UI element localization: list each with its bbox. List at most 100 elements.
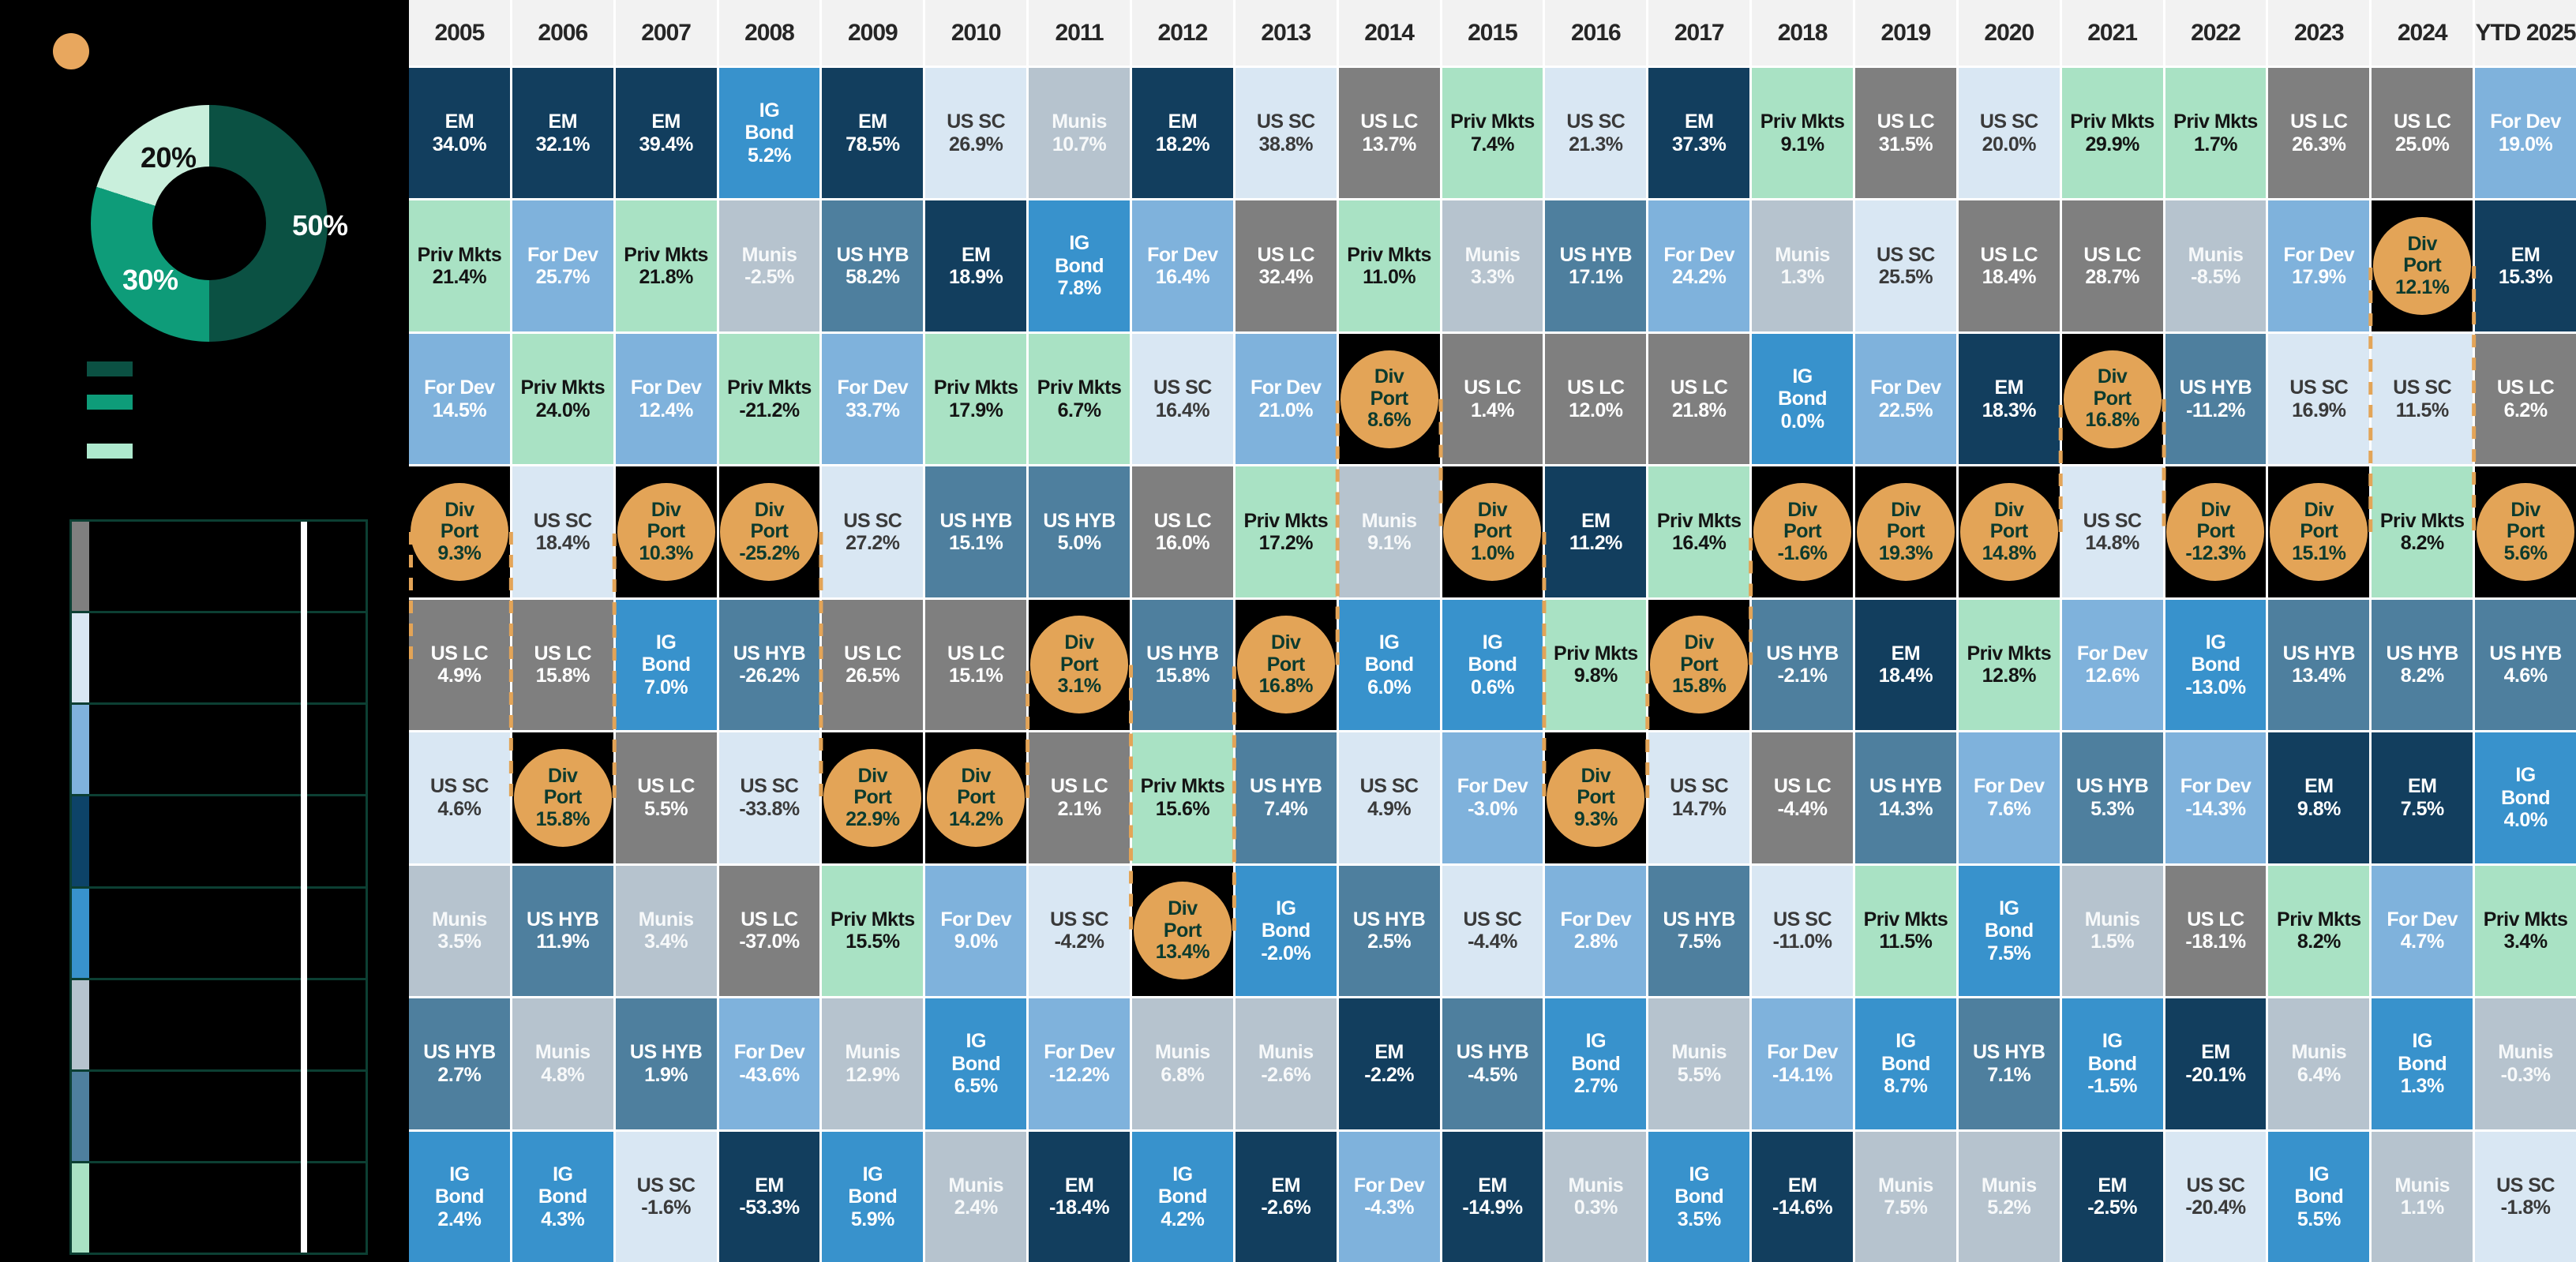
quilt-cell: US HYB 7.4% [1235,732,1337,863]
div-port-circle: Div Port 12.1% [2373,217,2472,316]
quilt-cell: Priv Mkts 21.8% [615,200,717,331]
quilt-cell: US HYB 8.2% [2372,599,2473,731]
quilt-cell: US HYB 5.3% [2061,732,2163,863]
year-header: YTD 2025 [2475,0,2576,66]
div-port-circle: Div Port -1.6% [1753,483,1852,582]
quilt-cell: US LC 15.8% [512,599,613,731]
div-port-circle: Div Port 3.1% [1030,616,1129,714]
year-header: 2017 [1648,0,1750,66]
quilt-cell: IG Bond 4.3% [512,1131,613,1262]
quilt-cell: US HYB 4.6% [2475,599,2576,731]
quilt-cell: US HYB -11.2% [2165,333,2267,465]
quilt-cell: Munis -2.6% [1235,998,1337,1129]
donut-label-20: 20% [141,141,197,174]
quilt-cell-div-port: Div Port 14.8% [1958,466,2060,597]
quilt-cell: IG Bond 5.5% [2268,1131,2370,1262]
quilt-cell: US SC 16.4% [1131,333,1233,465]
quilt-cell: For Dev 12.6% [2061,599,2163,731]
quilt-cell: US SC 14.7% [1648,732,1750,863]
quilt-cell: US SC -33.8% [718,732,820,863]
legend-row [72,886,366,978]
quilt-cell: US SC -1.6% [615,1131,717,1262]
year-header: 2013 [1235,0,1337,66]
div-port-circle: Div Port 8.6% [1340,350,1438,448]
legend-row [72,977,366,1069]
quilt-cell: US SC 16.9% [2268,333,2370,465]
year-header: 2011 [1029,0,1130,66]
quilt-cell: IG Bond 5.2% [718,68,820,199]
year-header: 2019 [1854,0,1956,66]
quilt-cell: US SC 11.5% [2372,333,2473,465]
quilt-cell: US HYB 58.2% [822,200,924,331]
quilt-cell: US LC 25.0% [2372,68,2473,199]
quilt-cell: For Dev 25.7% [512,200,613,331]
div-port-marker-icon [53,33,89,69]
div-port-circle: Div Port 14.8% [1959,483,2058,582]
legend-color-chip [72,1071,89,1161]
quilt-cell-div-port: Div Port 14.2% [925,732,1027,863]
quilt-cell: US LC 2.1% [1029,732,1130,863]
quilt-cell-div-port: Div Port 15.1% [2268,466,2370,597]
quilt-cell: US LC -4.4% [1752,732,1853,863]
quilt-cell: IG Bond -1.5% [2061,998,2163,1129]
year-header: 2007 [615,0,717,66]
quilt-cell: Munis 2.4% [925,1131,1027,1262]
quilt-cell: EM -14.6% [1752,1131,1853,1262]
quilt-cell: For Dev 21.0% [1235,333,1337,465]
quilt-cell: Munis 10.7% [1029,68,1130,199]
quilt-cell: Munis -2.5% [718,200,820,331]
quilt-cell: Munis 12.9% [822,998,924,1129]
quilt-cell: Priv Mkts 6.7% [1029,333,1130,465]
quilt-cell: US HYB -2.1% [1752,599,1853,731]
quilt-cell-div-port: Div Port 16.8% [2061,333,2163,465]
quilt-cell: Munis 4.8% [512,998,613,1129]
quilt-cell: Munis 6.8% [1131,998,1233,1129]
quilt-cell: US HYB 7.5% [1648,865,1750,997]
quilt-cell: US SC 4.6% [409,732,510,863]
quilt-cell: US LC 15.1% [925,599,1027,731]
donut-hole [152,167,266,280]
quilt-cell: Munis 1.5% [2061,865,2163,997]
quilt-cell: For Dev 14.5% [409,333,510,465]
quilt-cell: Priv Mkts 8.2% [2268,865,2370,997]
quilt-cell: IG Bond 0.6% [1442,599,1543,731]
allocation-donut-chart: 50% 30% 20% [91,105,348,342]
quilt-cell: Priv Mkts 15.6% [1131,732,1233,863]
year-header: 2012 [1131,0,1233,66]
quilt-cell: For Dev 9.0% [925,865,1027,997]
quilt-cell: US LC 1.4% [1442,333,1543,465]
quilt-cell: IG Bond 4.2% [1131,1131,1233,1262]
quilt-cell-div-port: Div Port 3.1% [1029,599,1130,731]
quilt-cell: Munis 0.3% [1545,1131,1647,1262]
quilt-cell: US SC 21.3% [1545,68,1647,199]
quilt-cell: US LC 16.0% [1131,466,1233,597]
quilt-cell: US SC -1.8% [2475,1131,2576,1262]
div-port-circle: Div Port 9.3% [410,483,508,582]
quilt-cell: US SC 4.9% [1338,732,1440,863]
quilt-cell: EM -14.9% [1442,1131,1543,1262]
quilt-cell-div-port: Div Port -12.3% [2165,466,2267,597]
donut-legend-bar-1 [87,361,133,376]
year-header: 2015 [1442,0,1543,66]
quilt-cell-div-port: Div Port -25.2% [718,466,820,597]
div-port-circle: Div Port -25.2% [720,483,819,582]
legend-row [72,611,366,703]
quilt-cell: Priv Mkts 17.2% [1235,466,1337,597]
div-port-circle: Div Port 16.8% [1236,616,1335,714]
legend-row [72,702,366,795]
donut-legend-bar-2 [87,395,133,410]
quilt-cell: Priv Mkts 9.8% [1545,599,1647,731]
quilt-cell-div-port: Div Port 9.3% [1545,732,1647,863]
quilt-cell: For Dev -43.6% [718,998,820,1129]
quilt-cell-div-port: Div Port 15.8% [1648,599,1750,731]
donut-label-30: 30% [122,264,178,296]
quilt-cell-div-port: Div Port 5.6% [2475,466,2576,597]
div-port-circle: Div Port 10.3% [617,483,715,582]
legend-row [72,794,366,886]
quilt-cell: For Dev -4.3% [1338,1131,1440,1262]
legend-color-chip [72,522,89,612]
quilt-cell: US SC -4.2% [1029,865,1130,997]
quilt-cell-div-port: Div Port 8.6% [1338,333,1440,465]
legend-row [72,522,366,612]
quilt-cell: US SC -11.0% [1752,865,1853,997]
